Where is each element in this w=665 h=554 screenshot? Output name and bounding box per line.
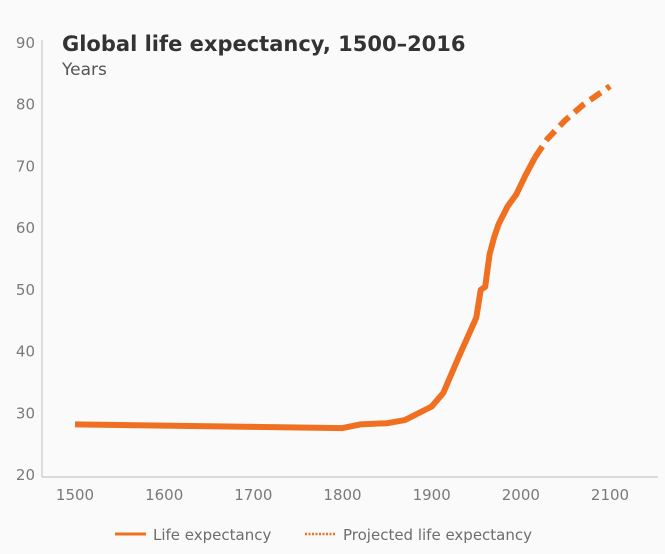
legend: Life expectancy Projected life expectanc… bbox=[115, 526, 532, 544]
axes: 20 30 40 50 60 70 80 90 1500 1600 1700 1800 1900 2000… bbox=[16, 34, 658, 504]
y-tick-label: 30 bbox=[16, 404, 35, 422]
x-tick-label: 2100 bbox=[591, 486, 629, 504]
y-tick-label: 80 bbox=[16, 96, 35, 114]
x-tick-label: 1500 bbox=[56, 486, 94, 504]
legend-label-projected: Projected life expectancy bbox=[343, 526, 532, 544]
x-tick-label: 1800 bbox=[323, 486, 361, 504]
y-tick-label: 20 bbox=[16, 466, 35, 484]
x-tick-label: 2000 bbox=[502, 486, 540, 504]
x-tick-label: 1900 bbox=[413, 486, 451, 504]
projected-life-expectancy-line bbox=[532, 83, 612, 159]
y-tick-label: 70 bbox=[16, 157, 35, 175]
x-tick-label: 1700 bbox=[234, 486, 272, 504]
life-expectancy-line bbox=[74, 155, 538, 432]
chart-title: Global life expectancy, 1500–2016 bbox=[62, 32, 466, 56]
chart-subtitle: Years bbox=[61, 60, 107, 80]
y-tick-label: 50 bbox=[16, 281, 35, 299]
series-group bbox=[74, 83, 612, 432]
legend-label-life-expectancy: Life expectancy bbox=[153, 526, 271, 544]
y-tick-label: 90 bbox=[16, 34, 35, 52]
y-tick-label: 60 bbox=[16, 219, 35, 237]
y-tick-label: 40 bbox=[16, 343, 35, 361]
x-tick-label: 1600 bbox=[145, 486, 183, 504]
